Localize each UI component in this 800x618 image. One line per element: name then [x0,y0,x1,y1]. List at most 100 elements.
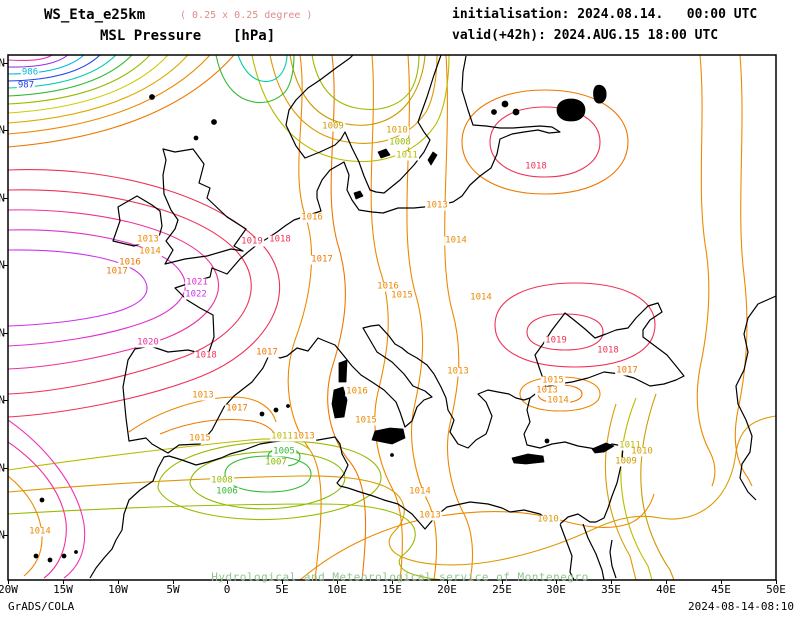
contour-label: 1018 [596,345,620,356]
lake-vanern [377,148,391,159]
island-rhodes [544,438,550,444]
island-canary-2 [47,557,53,563]
islands [33,84,615,563]
y-tick-label: 35N [0,461,5,475]
y-tick-mark [4,535,8,536]
contour-label: 1010 [630,446,654,457]
contour-label: 1005 [272,446,296,457]
coastline-caspian [735,295,776,501]
contour-label: 1016 [376,281,400,292]
coastline-scandinavia [285,55,442,194]
lake-paijanne [512,108,520,116]
y-tick-label: 40N [0,393,5,407]
x-tick-label: 45E [711,583,731,596]
island-corsica [338,359,348,383]
x-tick-label: 5W [166,583,180,596]
y-tick-label: 60N [0,123,5,137]
y-tick-mark [4,333,8,334]
y-tick-label: 65N [0,56,5,70]
x-tick-label: 30E [546,583,566,596]
contour-label: 1013 [425,200,449,211]
contour-label: 1017 [615,365,639,376]
contour-label: 1017 [255,347,279,358]
contour-label: 1018 [524,161,548,172]
x-tick-label: 10E [327,583,347,596]
x-tick-label: 15W [53,583,73,596]
island-sardinia [331,386,348,419]
contour-label: 1011 [270,431,294,442]
contour-label: 1011 [618,440,642,451]
island-ibiza [286,404,290,408]
x-tick-mark [556,580,557,584]
contour-label: 1008 [388,137,412,148]
contour-label: 1015 [188,433,212,444]
contour-label: 987 [16,80,36,91]
x-tick-label: 15E [382,583,402,596]
island-shetland [211,119,217,125]
island-sicily [371,427,406,445]
x-tick-mark [666,580,667,584]
river-nile [559,523,575,580]
x-tick-label: 20E [437,583,457,596]
y-tick-mark [4,198,8,199]
footer-credit: GrADS/COLA [8,600,75,613]
island-canary-1 [33,553,39,559]
coastline-red-sea [582,523,605,580]
x-tick-mark [776,580,777,584]
lake-onega [593,84,607,104]
footer-timestamp: 2024-08-14-08:10 [688,600,794,613]
coastline-north-baltic [247,55,561,253]
coastlines [33,55,776,580]
y-tick-label: 45N [0,326,5,340]
contour-label: 1015 [354,415,378,426]
field-name: MSL Pressure [100,28,202,44]
x-tick-mark [721,580,722,584]
island-canary-3 [61,553,67,559]
island-zealand [353,190,364,200]
x-tick-mark [337,580,338,584]
watermark: Hydrological and Meteorological service … [211,570,589,584]
contour-label: 1014 [546,395,570,406]
contour-label: 1021 [185,277,209,288]
island-faroe [149,94,155,100]
lake-finnish [491,109,497,115]
contour-label: 1010 [536,514,560,525]
contour-label: 1016 [118,257,142,268]
contour-label: 1013 [191,390,215,401]
x-tick-mark [227,580,228,584]
x-tick-label: 10W [108,583,128,596]
contour-label: 1022 [184,289,208,300]
contour-label: 1013 [535,385,559,396]
island-minorca [273,407,279,413]
contour-label: 1011 [395,150,419,161]
contour-label: 1020 [136,337,160,348]
island-canary-4 [74,550,78,554]
contour-label: 1008 [210,475,234,486]
island-malta [390,453,394,457]
model-name: WS_Eta_e25km [44,7,146,23]
contour-label: 1016 [300,212,324,223]
y-tick-label: 30N [0,528,5,542]
y-tick-mark [4,468,8,469]
island-majorca [259,411,265,417]
island-crete [511,453,545,465]
x-tick-mark [63,580,64,584]
x-tick-label: 35E [601,583,621,596]
contour-label: 1014 [469,292,493,303]
contour-label: 1013 [136,234,160,245]
contour-label: 986 [20,67,40,78]
field-units: [hPa] [233,28,276,44]
contour-label: 1018 [194,350,218,361]
contour-label: 1014 [444,235,468,246]
contour-label: 1009 [321,121,345,132]
lake-ladoga [556,98,586,122]
x-tick-mark [173,580,174,584]
y-tick-mark [4,130,8,131]
y-tick-label: 55N [0,191,5,205]
y-tick-label: 50N [0,258,5,272]
contour-label: 1015 [541,375,565,386]
